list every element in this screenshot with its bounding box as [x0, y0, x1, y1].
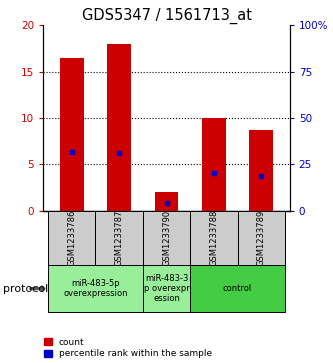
Bar	[143, 211, 190, 265]
Bar	[249, 130, 273, 211]
Text: GSM1233790: GSM1233790	[162, 210, 171, 266]
Text: control: control	[223, 284, 252, 293]
Bar	[190, 265, 285, 312]
Legend: count, percentile rank within the sample: count, percentile rank within the sample	[45, 338, 212, 359]
Bar	[48, 211, 96, 265]
Text: GSM1233787: GSM1233787	[115, 209, 124, 266]
Text: GSM1233786: GSM1233786	[67, 209, 76, 266]
Text: GSM1233789: GSM1233789	[257, 210, 266, 266]
Bar	[155, 192, 178, 211]
Text: GSM1233788: GSM1233788	[209, 209, 218, 266]
Bar	[48, 265, 143, 312]
Bar	[60, 58, 84, 211]
Bar	[237, 211, 285, 265]
Bar	[107, 44, 131, 211]
Text: miR-483-5p
overexpression: miR-483-5p overexpression	[63, 279, 128, 298]
Bar	[143, 265, 190, 312]
Bar	[202, 118, 226, 211]
Title: GDS5347 / 1561713_at: GDS5347 / 1561713_at	[82, 8, 251, 24]
Bar	[190, 211, 237, 265]
Bar	[96, 211, 143, 265]
Text: protocol: protocol	[3, 284, 49, 294]
Text: miR-483-3
p overexpr
ession: miR-483-3 p overexpr ession	[144, 274, 189, 303]
